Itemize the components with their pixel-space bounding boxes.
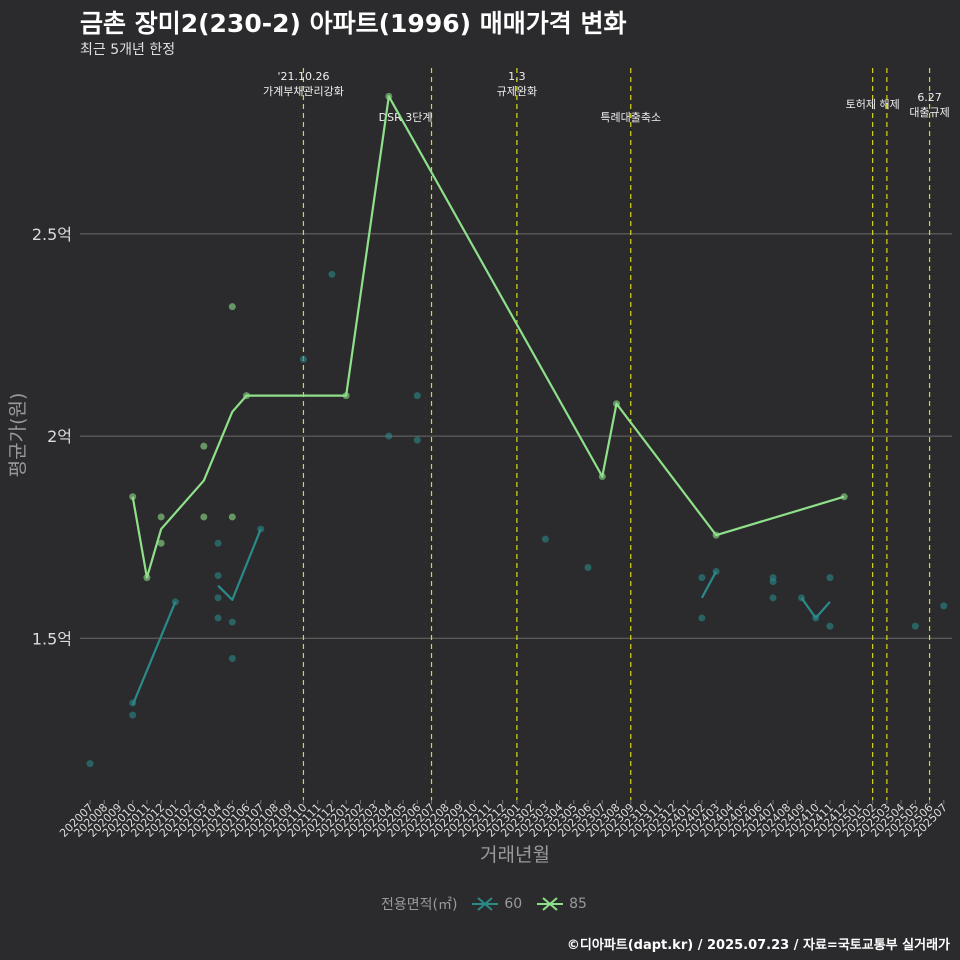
data-point-60 [86, 760, 94, 768]
data-point-60 [940, 602, 948, 610]
data-point-60 [413, 436, 421, 444]
chart-subtitle: 최근 5개년 한정 [80, 42, 176, 58]
legend-title: 전용면적(㎡) [381, 897, 458, 913]
data-point-60 [826, 622, 834, 630]
data-point-85 [157, 539, 165, 547]
event-label: 가계부채관리강화 [263, 85, 344, 98]
data-point-60 [299, 355, 307, 363]
event-label: '21.10.26 [277, 70, 329, 83]
series-line-85 [131, 95, 845, 579]
event-label: 6.27 [917, 91, 942, 104]
data-point-60 [826, 574, 834, 582]
axis-labels: 1.5억2억2.5억202007202008202009202010202011… [32, 225, 950, 840]
legend-label-60: 60 [504, 896, 523, 912]
series-line-60 [217, 528, 262, 601]
legend-entry-60: 60 [470, 896, 522, 912]
legend-label-85: 85 [569, 896, 587, 912]
event-label: 특례대출축소 [600, 111, 661, 124]
source-caption: ©디아파트(dapt.kr) / 2025.07.23 / 자료=국토교통부 실… [566, 938, 950, 953]
data-point-60 [698, 574, 706, 582]
grid-lines [80, 233, 952, 639]
series-line-60 [800, 597, 831, 620]
data-point-85 [200, 513, 208, 521]
data-point-60 [385, 432, 393, 440]
data-point-85 [228, 303, 236, 311]
data-point-60 [214, 572, 222, 580]
data-point-60 [228, 618, 236, 626]
y-tick-label: 2.5억 [32, 225, 72, 244]
legend-key-85 [536, 897, 563, 911]
series-line-60 [700, 571, 718, 599]
data-point-60 [214, 614, 222, 622]
data-point-60 [228, 654, 236, 662]
data-point-60 [214, 539, 222, 547]
legend: 전용면적(㎡) 60 85 [0, 894, 960, 914]
data-point-60 [541, 535, 549, 543]
event-label: 1.3 [508, 70, 526, 83]
y-tick-label: 1.5억 [32, 629, 72, 648]
legend-entry-85: 85 [535, 896, 587, 912]
y-axis-label: 평균가(원) [7, 393, 29, 478]
data-point-60 [328, 270, 336, 278]
data-point-85 [228, 513, 236, 521]
event-label: 규제완화 [497, 85, 537, 98]
series-lines [131, 95, 845, 706]
x-axis-label: 거래년월 [480, 844, 550, 866]
data-point-85 [157, 513, 165, 521]
event-label: 토허제 해제 [846, 97, 900, 111]
data-point-60 [911, 622, 919, 630]
chart-title: 금촌 장미2(230-2) 아파트(1996) 매매가격 변화 [80, 9, 627, 38]
series-line-60 [131, 601, 177, 706]
data-point-85 [200, 442, 208, 450]
legend-key-60 [471, 897, 498, 911]
data-point-60 [769, 594, 777, 602]
data-point-60 [413, 392, 421, 400]
data-point-60 [214, 594, 222, 602]
data-point-60 [698, 614, 706, 622]
data-point-60 [584, 563, 592, 571]
event-label: DSR 3단계 [379, 111, 433, 124]
y-tick-label: 2억 [47, 427, 72, 446]
data-point-60 [129, 711, 137, 719]
event-label: 대출규제 [909, 106, 949, 119]
data-point-60 [769, 578, 777, 586]
